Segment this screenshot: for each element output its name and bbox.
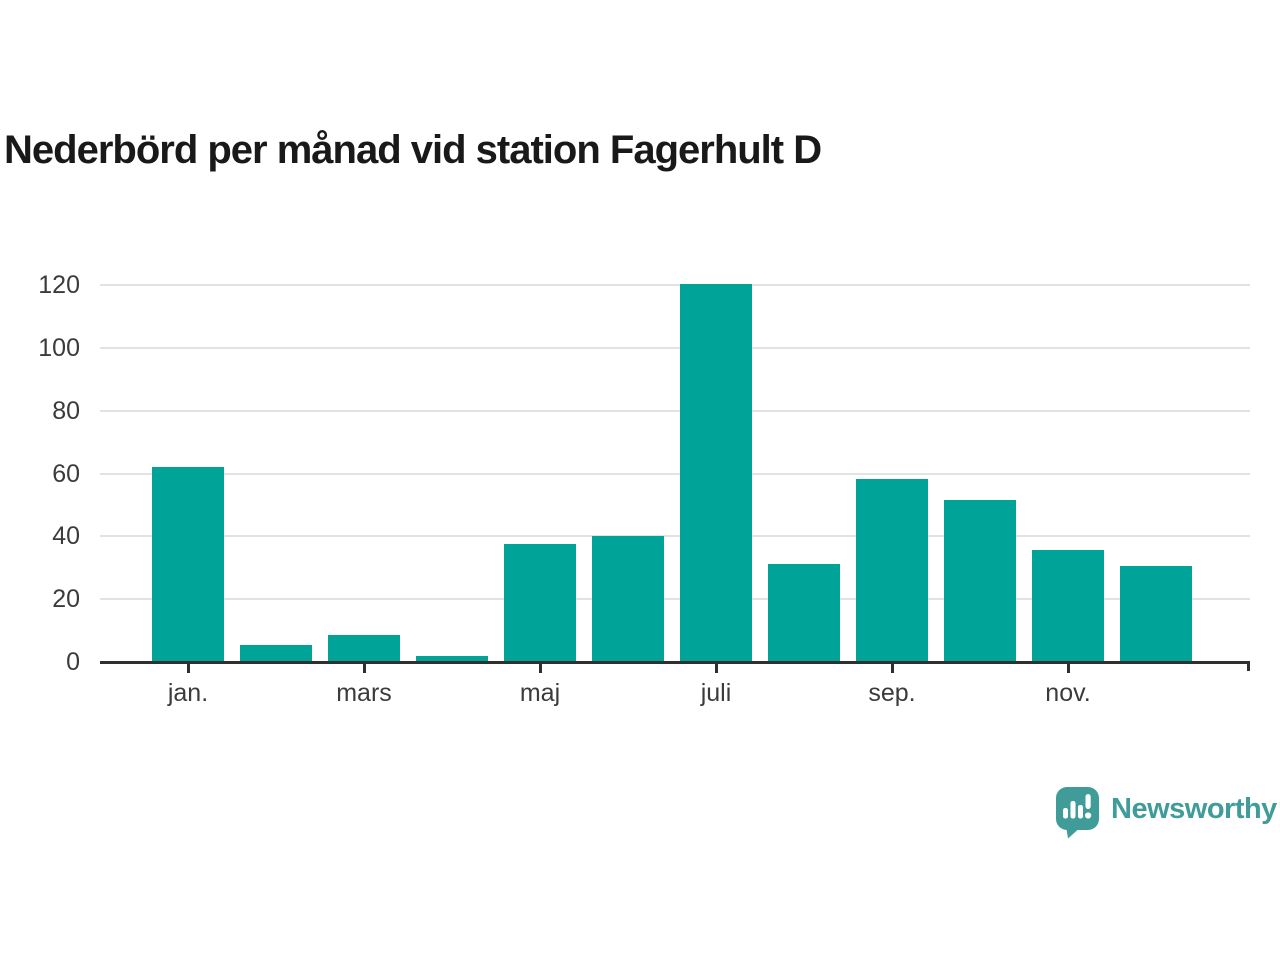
bar-dec. bbox=[1120, 565, 1192, 662]
newsworthy-logo-icon bbox=[1054, 786, 1102, 839]
x-axis-label: juli bbox=[700, 679, 732, 707]
y-axis-label: 100 bbox=[38, 333, 80, 362]
bar-feb. bbox=[240, 645, 312, 662]
bar-sep. bbox=[856, 478, 928, 662]
y-axis-label: 40 bbox=[52, 522, 80, 551]
x-axis-label: mars bbox=[336, 679, 392, 707]
x-axis-tick bbox=[538, 663, 542, 673]
bar-maj bbox=[504, 543, 576, 662]
bar-juni bbox=[592, 536, 664, 662]
bar-mars bbox=[328, 634, 400, 662]
y-axis-label: 0 bbox=[66, 648, 80, 676]
gridline-40 bbox=[100, 535, 1250, 538]
x-axis-end-tick bbox=[1247, 662, 1250, 671]
y-axis-label: 60 bbox=[52, 459, 80, 488]
gridline-20 bbox=[100, 598, 1250, 601]
x-axis-tick bbox=[362, 663, 366, 673]
gridline-100 bbox=[100, 346, 1250, 349]
gridline-80 bbox=[100, 409, 1250, 412]
chart-title: Nederbörd per månad vid station Fagerhul… bbox=[4, 128, 822, 172]
newsworthy-logo-text: Newsworthy bbox=[1111, 792, 1277, 825]
bar-apr. bbox=[416, 656, 488, 662]
bar-jan. bbox=[152, 467, 224, 662]
x-axis-label: sep. bbox=[868, 679, 916, 707]
x-axis-tick bbox=[890, 663, 894, 673]
bar-juli bbox=[680, 283, 752, 662]
y-axis-label: 120 bbox=[38, 271, 80, 299]
x-axis-label: maj bbox=[519, 679, 561, 707]
bar-aug. bbox=[768, 563, 840, 662]
y-axis-label: 20 bbox=[52, 585, 80, 614]
y-axis-label: 80 bbox=[52, 396, 80, 425]
x-axis-tick bbox=[714, 663, 718, 673]
bar-nov. bbox=[1032, 550, 1104, 662]
bar-okt. bbox=[944, 499, 1016, 662]
gridline-120 bbox=[100, 284, 1250, 286]
gridline-60 bbox=[100, 472, 1250, 475]
x-axis-line bbox=[100, 660, 1250, 664]
newsworthy-logo: Newsworthy bbox=[1054, 786, 1277, 839]
x-axis-tick bbox=[186, 663, 190, 673]
x-axis-label: nov. bbox=[1045, 679, 1091, 707]
x-axis-label: jan. bbox=[167, 679, 209, 707]
x-axis-tick bbox=[1066, 663, 1070, 673]
